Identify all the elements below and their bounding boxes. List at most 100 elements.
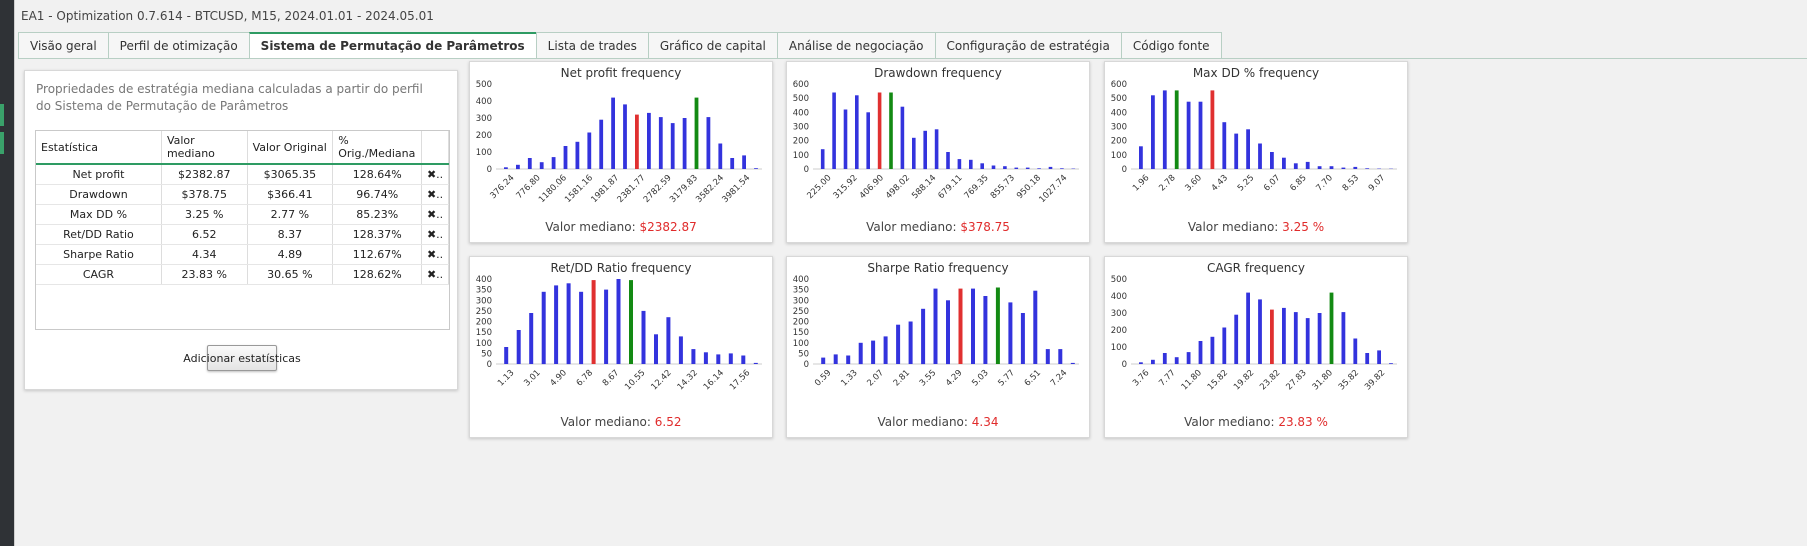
cell-ratio: 112.67% <box>332 244 423 265</box>
histogram-bar <box>666 317 671 364</box>
y-tick-label: 600 <box>1111 80 1127 90</box>
net-profit-chart-panel: Net profit frequency 0 100 200 300 400 500 376… <box>469 61 773 243</box>
col-header-statistic[interactable]: Estatística <box>36 131 162 165</box>
remove-row-button[interactable]: ✖.. <box>421 184 449 205</box>
x-tick-label: 376.24 <box>488 173 516 201</box>
histogram-bar <box>654 334 658 365</box>
cell-median: 6.52 <box>161 224 248 245</box>
window-title: EA1 - Optimization 0.7.614 - BTCUSD, M15… <box>21 9 434 23</box>
tab-parameter-permutation[interactable]: Sistema de Permutação de Parâmetros <box>248 32 536 59</box>
remove-row-button[interactable]: ✖.. <box>421 164 449 185</box>
remove-row-button[interactable]: ✖.. <box>421 264 449 285</box>
median-properties-panel: Propriedades de estratégia mediana calcu… <box>24 70 458 390</box>
y-tick-label: 500 <box>476 80 492 90</box>
y-tick-label: 0 <box>804 360 809 370</box>
table-row[interactable]: Max DD % 3.25 % 2.77 % 85.23% ✖.. <box>36 204 449 225</box>
y-tick-label: 50 <box>798 349 809 359</box>
y-tick-label: 100 <box>476 339 492 349</box>
y-tick-label: 500 <box>1111 94 1127 104</box>
histogram-bar <box>682 118 687 169</box>
y-tick-label: 600 <box>793 80 809 90</box>
histogram-bar <box>846 355 851 364</box>
histogram-bar <box>1234 133 1239 169</box>
histogram-bar <box>1258 299 1262 364</box>
histogram-bar <box>563 146 568 169</box>
median-value: $378.75 <box>960 220 1010 234</box>
histogram-bar <box>678 336 683 364</box>
remove-row-button[interactable]: ✖.. <box>421 244 449 265</box>
x-tick-label: 5.03 <box>970 368 990 388</box>
median-value: $2382.87 <box>639 220 697 234</box>
histogram-bar <box>983 296 988 364</box>
y-tick-label: 400 <box>793 108 809 118</box>
col-header-original[interactable]: Valor Original <box>247 131 334 165</box>
cell-statistic: Ret/DD Ratio <box>36 224 162 245</box>
table-row[interactable]: Drawdown $378.75 $366.41 96.74% ✖.. <box>36 184 449 205</box>
x-tick-label: 27.83 <box>1284 368 1308 392</box>
histogram-bar <box>871 340 876 364</box>
y-tick-label: 0 <box>487 360 492 370</box>
histogram-bar <box>504 167 508 169</box>
histogram-bar <box>1003 166 1007 169</box>
tab-trade-analysis[interactable]: Análise de negociação <box>776 32 935 59</box>
y-tick-label: 400 <box>1111 108 1127 118</box>
histogram-bar <box>551 157 556 169</box>
sharpe-chart-panel: Sharpe Ratio frequency 0 50 100 150 200 250 30… <box>786 256 1090 438</box>
median-label: Valor mediano: <box>1187 220 1279 234</box>
histogram-bar <box>1037 168 1041 169</box>
table-row[interactable]: Sharpe Ratio 4.34 4.89 112.67% ✖.. <box>36 244 449 265</box>
y-tick-label: 150 <box>793 328 809 338</box>
histogram-bar <box>1186 101 1191 169</box>
add-statistics-button[interactable]: Adicionar estatísticas <box>183 345 301 371</box>
median-marker-bar <box>591 280 596 364</box>
histogram-bar <box>1222 122 1227 169</box>
cell-statistic: Max DD % <box>36 204 162 225</box>
x-tick-label: 11.80 <box>1180 368 1204 392</box>
x-tick-label: 7.24 <box>1049 368 1069 388</box>
histogram-bar <box>1162 353 1167 364</box>
remove-row-button[interactable]: ✖.. <box>421 204 449 225</box>
col-header-ratio[interactable]: % Orig./Mediana <box>332 131 423 165</box>
tab-optimization-profile[interactable]: Perfil de otimização <box>107 32 249 59</box>
x-tick-label: 5.25 <box>1236 173 1256 193</box>
cell-original: 4.89 <box>247 244 334 265</box>
x-tick-label: 31.80 <box>1311 368 1335 392</box>
histogram-bar <box>587 132 592 169</box>
tab-equity-chart[interactable]: Gráfico de capital <box>647 32 777 59</box>
histogram-bar <box>658 117 663 169</box>
histogram-bar <box>1025 167 1030 169</box>
x-tick-label: 4.90 <box>548 368 568 388</box>
cagr-chart-panel: CAGR frequency 0 100 200 300 400 500 3.76 7.77 1… <box>1104 256 1408 438</box>
remove-row-button[interactable]: ✖.. <box>421 224 449 245</box>
y-tick-label: 200 <box>793 318 809 328</box>
x-tick-label: 3.01 <box>522 368 542 388</box>
cell-ratio: 128.64% <box>332 164 423 185</box>
tab-bar: Visão geral Perfil de otimização Sistema… <box>18 32 1222 59</box>
chart-footer: Valor mediano: 4.34 <box>787 415 1089 429</box>
y-tick-label: 200 <box>1111 326 1127 336</box>
stats-table: Estatística Valor mediano Valor Original… <box>36 131 449 285</box>
histogram-bar <box>843 109 848 169</box>
histogram-bar <box>1198 101 1203 169</box>
tab-overview[interactable]: Visão geral <box>18 32 108 59</box>
histogram-bar <box>858 342 863 365</box>
tab-trade-list[interactable]: Lista de trades <box>535 32 648 59</box>
x-tick-label: 6.78 <box>575 368 595 388</box>
histogram-bar <box>1060 168 1064 169</box>
histogram-bar <box>730 158 735 169</box>
cell-median: $2382.87 <box>161 164 248 185</box>
table-row[interactable]: Ret/DD Ratio 6.52 8.37 128.37% ✖.. <box>36 224 449 245</box>
median-marker-bar <box>958 288 963 364</box>
histogram-bar <box>1365 353 1370 364</box>
table-row[interactable]: Net profit $2382.87 $3065.35 128.64% ✖.. <box>36 164 449 185</box>
tab-source-code[interactable]: Código fonte <box>1120 32 1222 59</box>
histogram-bar <box>1234 314 1239 364</box>
histogram-bar <box>647 112 651 169</box>
table-row[interactable]: CAGR 23.83 % 30.65 % 128.62% ✖.. <box>36 264 449 285</box>
tab-strategy-config[interactable]: Configuração de estratégia <box>934 32 1121 59</box>
histogram-bar <box>1186 352 1191 364</box>
col-header-median[interactable]: Valor mediano <box>161 131 248 165</box>
x-tick-label: 2.81 <box>892 368 912 388</box>
histogram-bar <box>728 353 733 364</box>
